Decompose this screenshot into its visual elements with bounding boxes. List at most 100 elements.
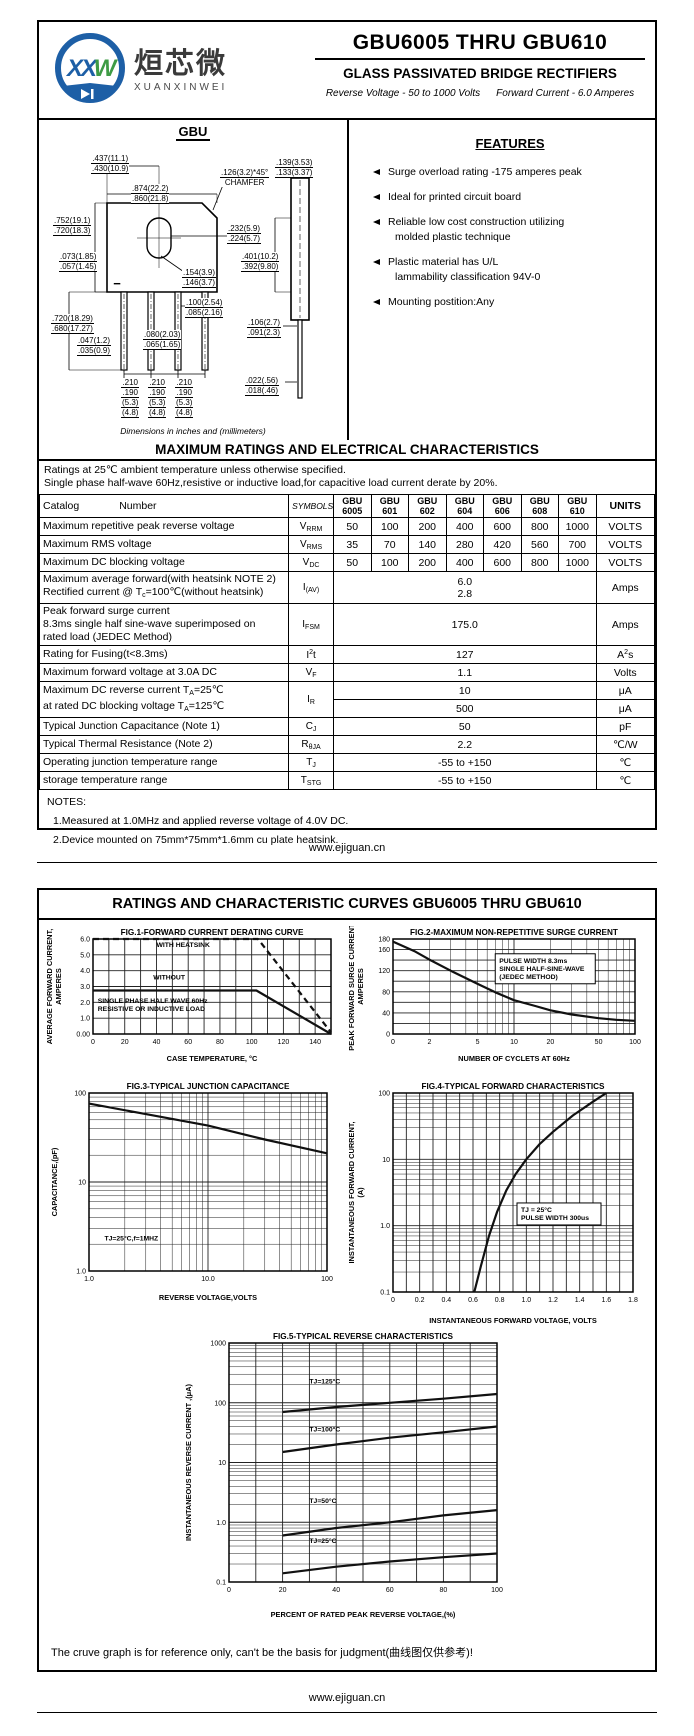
ratings-banner: MAXIMUM RATINGS AND ELECTRICAL CHARACTER… xyxy=(39,440,655,461)
table-cell: I(AV) xyxy=(288,571,334,604)
fig1-forward-current-derating-chart: 0 20 40 60 80 100 120 140 0.00 1.0 2.0 3.0 4.0 5.0 6.0… xyxy=(45,928,332,1063)
charts-row-3: 0 20 40 60 80 100 0.1 1.0 10 100 1000 TJ=125°C TJ=10… xyxy=(39,1330,655,1622)
charts-row-2: 1.0 10.0 100 1.0 10 100 TJ=25°C,f=1MHZ FIG.3-TY… xyxy=(39,1080,655,1328)
table-cell: TSTG xyxy=(288,771,334,790)
table-cell: Maximum forward voltage at 3.0A DC xyxy=(38,663,290,682)
svg-text:1.4: 1.4 xyxy=(575,1297,585,1304)
datasheet-front-page: X X W 烜芯微 XUANXINWEI GBU6005 THRU GBU610… xyxy=(37,20,657,846)
svg-text:3.0: 3.0 xyxy=(80,984,90,991)
svg-text:1.2: 1.2 xyxy=(548,1297,558,1304)
part-number-title: GBU6005 THRU GBU610 xyxy=(352,31,608,54)
note-line: 2.Device mounted on 75mm*75mm*1.6mm cu p… xyxy=(53,834,339,846)
svg-text:1.0: 1.0 xyxy=(76,1269,86,1276)
svg-text:0: 0 xyxy=(227,1587,231,1594)
table-cell: -55 to +150 xyxy=(333,753,597,772)
table-cell: 1.1 xyxy=(333,663,597,682)
table-cell: 140 xyxy=(408,535,447,554)
website-url[interactable]: www.ejiguan.cn xyxy=(308,842,386,854)
features-title: FEATURES xyxy=(475,136,545,151)
forward-current-spec: Forward Current - 6.0 Amperes xyxy=(496,88,635,99)
table-cell: 1000 xyxy=(558,553,597,572)
table-cell: 175.0 xyxy=(333,603,597,646)
table-cell: 400 xyxy=(445,517,484,536)
website-url[interactable]: www.ejiguan.cn xyxy=(308,1692,386,1704)
table-cell: Peak forward surge current 8.3ms single h… xyxy=(38,603,290,646)
feature-item: Ideal for printed circuit board xyxy=(373,191,647,206)
table-cell: storage temperature range xyxy=(38,771,290,790)
svg-text:INSTANTANEOUS FORWARD VOLTAGE,: INSTANTANEOUS FORWARD VOLTAGE, VOLTS xyxy=(429,1316,597,1325)
dimension-label: .210.190 (5.3) (4.8) xyxy=(148,378,167,418)
title-block: GBU6005 THRU GBU610 GLASS PASSIVATED BRI… xyxy=(305,22,655,118)
svg-text:0.8: 0.8 xyxy=(495,1297,505,1304)
table-cell: Amps xyxy=(595,603,655,646)
svg-text:WITHOUT: WITHOUT xyxy=(153,974,186,981)
table-cell: Catalog Number xyxy=(38,494,290,518)
svg-text:40: 40 xyxy=(332,1587,340,1594)
svg-text:INSTANTANEOUS REVERSE CURRENT: INSTANTANEOUS REVERSE CURRENT ,(μA) xyxy=(184,1383,193,1541)
bullet-icon xyxy=(373,259,380,265)
svg-text:20: 20 xyxy=(547,1039,555,1046)
svg-text:PEAK FORWARD SURGE CURRENT,: PEAK FORWARD SURGE CURRENT, xyxy=(347,926,356,1051)
table-cell: 6.0 2.8 xyxy=(333,571,597,604)
table-cell: Maximum repetitive peak reverse voltage xyxy=(38,517,290,536)
dimension-label: .080(2.03) .065(1.65) xyxy=(143,330,182,350)
table-cell: SYMBOLS xyxy=(288,494,334,518)
notes-section: NOTES: 1.Measured at 1.0MHz and applied … xyxy=(39,790,655,852)
svg-text:0.00: 0.00 xyxy=(76,1032,90,1039)
fig2-surge-current-chart: 0 2 5 10 20 50 100 0 40 80 120 160 180 PULSE WIDTH 8.… xyxy=(347,926,641,1063)
table-cell: Maximum DC blocking voltage xyxy=(38,553,290,572)
curves-page-title: RATINGS AND CHARACTERISTIC CURVES GBU600… xyxy=(39,890,655,920)
table-cell: 700 xyxy=(558,535,597,554)
spec-tagline: Reverse Voltage - 50 to 1000 Volts Forwa… xyxy=(305,88,655,99)
table-cell: GBU 601 xyxy=(370,494,409,518)
dimension-label: .100(2.54) .085(2.16) xyxy=(185,298,224,318)
table-cell: GBU 604 xyxy=(445,494,484,518)
svg-text:0.2: 0.2 xyxy=(415,1297,425,1304)
svg-text:100: 100 xyxy=(491,1587,503,1594)
svg-text:40: 40 xyxy=(382,1010,390,1017)
table-cell: 400 xyxy=(445,553,484,572)
dimension-label: .022(.56) .018(.46) xyxy=(245,376,280,396)
table-cell: μA xyxy=(595,681,655,700)
svg-text:1.0: 1.0 xyxy=(216,1520,226,1527)
svg-text:(A): (A) xyxy=(356,1187,365,1198)
fig3-junction-capacitance-chart: 1.0 10.0 100 1.0 10 100 TJ=25°C,f=1MHZ FIG.3-TY… xyxy=(50,1082,333,1302)
dimension-label: .752(19.1) .720(18.3) xyxy=(53,216,92,236)
svg-text:160: 160 xyxy=(378,947,390,954)
fig5-reverse-characteristics-chart: 0 20 40 60 80 100 0.1 1.0 10 100 1000 TJ=125°C TJ=10… xyxy=(184,1332,503,1619)
ratings-conditions: Ratings at 25℃ ambient temperature unles… xyxy=(39,461,655,494)
table-cell: VF xyxy=(288,663,334,682)
table-cell: 50 xyxy=(333,553,372,572)
svg-text:10: 10 xyxy=(510,1039,518,1046)
svg-text:FIG.2-MAXIMUM NON-REPETITIVE: FIG.2-MAXIMUM NON-REPETITIVE SURGE CURRE… xyxy=(410,928,618,937)
features-list: Surge overload rating -175 amperes peak I… xyxy=(373,166,647,311)
page-subtitle: GLASS PASSIVATED BRIDGE RECTIFIERS xyxy=(343,66,617,81)
svg-text:REVERSE VOLTAGE,VOLTS: REVERSE VOLTAGE,VOLTS xyxy=(159,1293,257,1302)
company-name-cn: 烜芯微 xyxy=(134,47,228,80)
table-row: Maximum forward voltage at 3.0A DC VF 1.1 V… xyxy=(38,663,655,682)
table-cell: RθJA xyxy=(288,735,334,754)
svg-text:1.0: 1.0 xyxy=(80,1016,90,1023)
svg-text:AMPERES: AMPERES xyxy=(54,968,63,1005)
table-cell: VOLTS xyxy=(595,517,655,536)
table-cell: 35 xyxy=(333,535,372,554)
table-cell: ℃ xyxy=(595,771,655,790)
svg-text:0: 0 xyxy=(391,1039,395,1046)
company-logo: X X W 烜芯微 XUANXINWEI xyxy=(39,22,305,118)
svg-text:80: 80 xyxy=(216,1039,224,1046)
table-cell: Rating for Fusing(t<8.3ms) xyxy=(38,645,290,664)
svg-text:10.0: 10.0 xyxy=(201,1276,215,1283)
table-cell: 200 xyxy=(408,553,447,572)
table-cell: GBU 608 xyxy=(520,494,559,518)
svg-text:80: 80 xyxy=(382,989,390,996)
reverse-voltage-spec: Reverse Voltage - 50 to 1000 Volts xyxy=(325,88,481,99)
svg-text:100: 100 xyxy=(629,1039,641,1046)
svg-text:PERCENT OF RATED PEAK REVERSE: PERCENT OF RATED PEAK REVERSE VOLTAGE,(%… xyxy=(271,1610,456,1619)
svg-text:(JEDEC METHOD): (JEDEC METHOD) xyxy=(499,974,558,981)
svg-text:0: 0 xyxy=(386,1032,390,1039)
svg-text:TJ=25°C: TJ=25°C xyxy=(309,1537,336,1545)
dimension-label: .232(5.9) .224(5.7) xyxy=(227,224,262,244)
table-cell: VDC xyxy=(288,553,334,572)
svg-text:140: 140 xyxy=(309,1039,321,1046)
svg-text:2: 2 xyxy=(427,1039,431,1046)
